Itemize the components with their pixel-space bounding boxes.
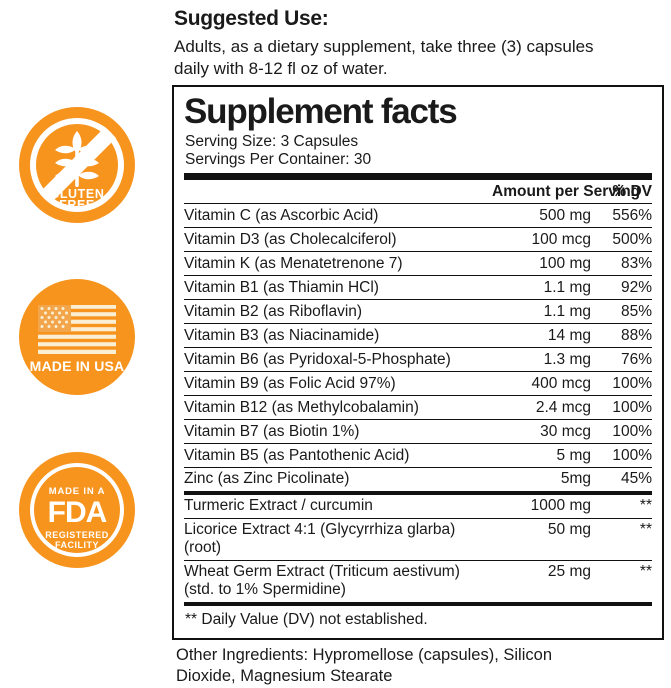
gluten-free-icon: GLUTEN FREE xyxy=(19,107,135,223)
table-row: Vitamin B6 (as Pyridoxal-5-Phosphate) 1.… xyxy=(184,347,652,372)
nutrient-amount: 100 mcg xyxy=(492,227,596,252)
table-row: Vitamin D3 (as Cholecalciferol) 100 mcg … xyxy=(184,227,652,252)
table-row: Licorice Extract 4:1 (Glycyrrhiza glarba… xyxy=(184,517,652,561)
serving-size: Serving Size: 3 Capsules xyxy=(185,132,359,150)
supplement-facts-table: Amount per Serving % DV Vitamin C (as As… xyxy=(184,180,652,491)
botanical-dv: ** xyxy=(596,559,652,602)
nutrient-name: Vitamin B12 (as Methylcobalamin) xyxy=(184,395,492,420)
gluten-free-label-line2: FREE xyxy=(59,198,95,212)
supplement-facts-panel: Supplement facts Serving Size: 3 Capsule… xyxy=(172,85,664,640)
fda-registered-badge: MADE IN A FDA REGISTERED FACILITY xyxy=(17,450,137,570)
botanical-amount: 50 mg xyxy=(492,517,596,561)
nutrient-dv: 76% xyxy=(596,347,652,372)
nutrient-amount: 1.3 mg xyxy=(492,347,596,372)
suggested-use-text: Adults, as a dietary supplement, take th… xyxy=(168,34,671,80)
nutrient-dv: 556% xyxy=(596,203,652,228)
fda-label-line2: FDA xyxy=(48,496,107,529)
suggested-use-line-2: daily with 8-12 fl oz of water. xyxy=(174,59,388,78)
nutrient-amount: 14 mg xyxy=(492,323,596,348)
supplement-facts-title: Supplement facts xyxy=(184,92,458,131)
nutrient-dv: 83% xyxy=(596,251,652,276)
nutrient-dv: 45% xyxy=(596,466,652,491)
nutrient-amount: 1.1 mg xyxy=(492,275,596,300)
label-content: Suggested Use: Adults, as a dietary supp… xyxy=(168,0,671,688)
table-header-row: Amount per Serving % DV xyxy=(184,180,652,203)
nutrient-name: Vitamin B1 (as Thiamin HCl) xyxy=(184,275,492,300)
made-in-usa-badge: MADE IN USA xyxy=(17,277,137,397)
nutrient-name: Zinc (as Zinc Picolinate) xyxy=(184,466,492,491)
nutrient-name: Vitamin B2 (as Riboflavin) xyxy=(184,299,492,324)
other-ingredients: Other Ingredients: Hypromellose (capsule… xyxy=(172,645,671,688)
botanicals-table: Turmeric Extract / curcumin 1000 mg ** L… xyxy=(184,495,652,602)
nutrient-name: Vitamin B3 (as Niacinamide) xyxy=(184,323,492,348)
nutrient-name: Vitamin K (as Menatetrenone 7) xyxy=(184,251,492,276)
table-row: Vitamin B9 (as Folic Acid 97%) 400 mcg 1… xyxy=(184,371,652,396)
other-ingredients-line-1: Other Ingredients: Hypromellose (capsule… xyxy=(176,646,552,664)
nutrient-dv: 100% xyxy=(596,395,652,420)
botanical-dv: ** xyxy=(596,517,652,561)
made-in-usa-label: MADE IN USA xyxy=(30,358,125,374)
table-row: Vitamin C (as Ascorbic Acid) 500 mg 556% xyxy=(184,203,652,228)
col-header-amount: Amount per Serving xyxy=(492,182,641,200)
gluten-free-label-line1: GLUTEN xyxy=(50,187,105,201)
footnote-rule xyxy=(184,601,652,606)
nutrient-dv: 88% xyxy=(596,323,652,348)
gluten-free-badge: GLUTEN FREE xyxy=(17,105,137,225)
nutrient-name: Vitamin B9 (as Folic Acid 97%) xyxy=(184,371,492,396)
table-row: Vitamin K (as Menatetrenone 7) 100 mg 83… xyxy=(184,251,652,276)
botanical-name: Turmeric Extract / curcumin xyxy=(184,497,373,515)
suggested-use-line-1: Adults, as a dietary supplement, take th… xyxy=(174,37,594,57)
other-ingredients-line-2: Dioxide, Magnesium Stearate xyxy=(176,667,393,686)
fda-label-line1: MADE IN A xyxy=(49,486,105,497)
botanical-amount: 1000 mg xyxy=(530,497,591,515)
certification-badge-column: GLUTEN FREE xyxy=(0,0,160,688)
table-row: Wheat Germ Extract (Triticum aestivum) (… xyxy=(184,559,652,602)
table-row: Turmeric Extract / curcumin 1000 mg ** xyxy=(184,495,652,518)
nutrient-amount: 400 mcg xyxy=(492,371,596,396)
nutrient-name: Vitamin B7 (as Biotin 1%) xyxy=(184,419,492,444)
table-row: Vitamin B7 (as Biotin 1%) 30 mcg 100% xyxy=(184,419,652,444)
nutrient-dv: 100% xyxy=(596,419,652,444)
col-header-dv: % DV xyxy=(612,182,652,200)
table-row: Vitamin B12 (as Methylcobalamin) 2.4 mcg… xyxy=(184,395,652,420)
table-row: Vitamin B1 (as Thiamin HCl) 1.1 mg 92% xyxy=(184,275,652,300)
table-row: Vitamin B3 (as Niacinamide) 14 mg 88% xyxy=(184,323,652,348)
fda-label-line4: FACILITY xyxy=(55,540,99,550)
suggested-use-title: Suggested Use: xyxy=(174,7,329,30)
botanical-name: Licorice Extract 4:1 (Glycyrrhiza glarba… xyxy=(184,517,492,561)
botanical-amount: 25 mg xyxy=(492,559,596,602)
col-header-name xyxy=(184,180,492,203)
table-row: Vitamin B2 (as Riboflavin) 1.1 mg 85% xyxy=(184,299,652,324)
nutrient-dv: 92% xyxy=(596,275,652,300)
fda-icon: MADE IN A FDA REGISTERED FACILITY xyxy=(19,452,135,568)
nutrient-name: Vitamin B5 (as Pantothenic Acid) xyxy=(184,443,492,468)
botanical-name-sub: (std. to 1% Spermidine) xyxy=(184,581,346,599)
nutrient-dv: 100% xyxy=(596,371,652,396)
nutrient-amount: 500 mg xyxy=(492,203,596,228)
daily-value-footnote: ** Daily Value (DV) not established. xyxy=(185,610,428,628)
nutrient-name: Vitamin C (as Ascorbic Acid) xyxy=(184,203,492,228)
nutrient-name: Vitamin B6 (as Pyridoxal-5-Phosphate) xyxy=(184,347,492,372)
botanical-name-main: Wheat Germ Extract (Triticum aestivum) xyxy=(184,563,460,581)
nutrient-amount: 5 mg xyxy=(492,443,596,468)
nutrient-name: Vitamin D3 (as Cholecalciferol) xyxy=(184,227,492,252)
nutrient-dv: 85% xyxy=(596,299,652,324)
table-row: Vitamin B5 (as Pantothenic Acid) 5 mg 10… xyxy=(184,443,652,468)
section-rule-botanicals xyxy=(184,490,652,495)
nutrient-amount: 2.4 mcg xyxy=(492,395,596,420)
fda-label-line3: REGISTERED xyxy=(45,530,109,540)
header-rule-thick xyxy=(184,173,652,181)
botanical-name: Wheat Germ Extract (Triticum aestivum) (… xyxy=(184,559,492,602)
botanical-dv: ** xyxy=(639,497,652,515)
nutrient-dv: 100% xyxy=(596,443,652,468)
nutrient-amount: 1.1 mg xyxy=(492,299,596,324)
nutrient-amount: 30 mcg xyxy=(492,419,596,444)
nutrient-amount: 100 mg xyxy=(492,251,596,276)
nutrient-dv: 500% xyxy=(596,227,652,252)
nutrient-amount: 5mg xyxy=(492,466,596,491)
table-row: Zinc (as Zinc Picolinate) 5mg 45% xyxy=(184,466,652,491)
servings-per-container: Servings Per Container: 30 xyxy=(185,151,372,169)
usa-flag-icon: MADE IN USA xyxy=(19,279,135,395)
